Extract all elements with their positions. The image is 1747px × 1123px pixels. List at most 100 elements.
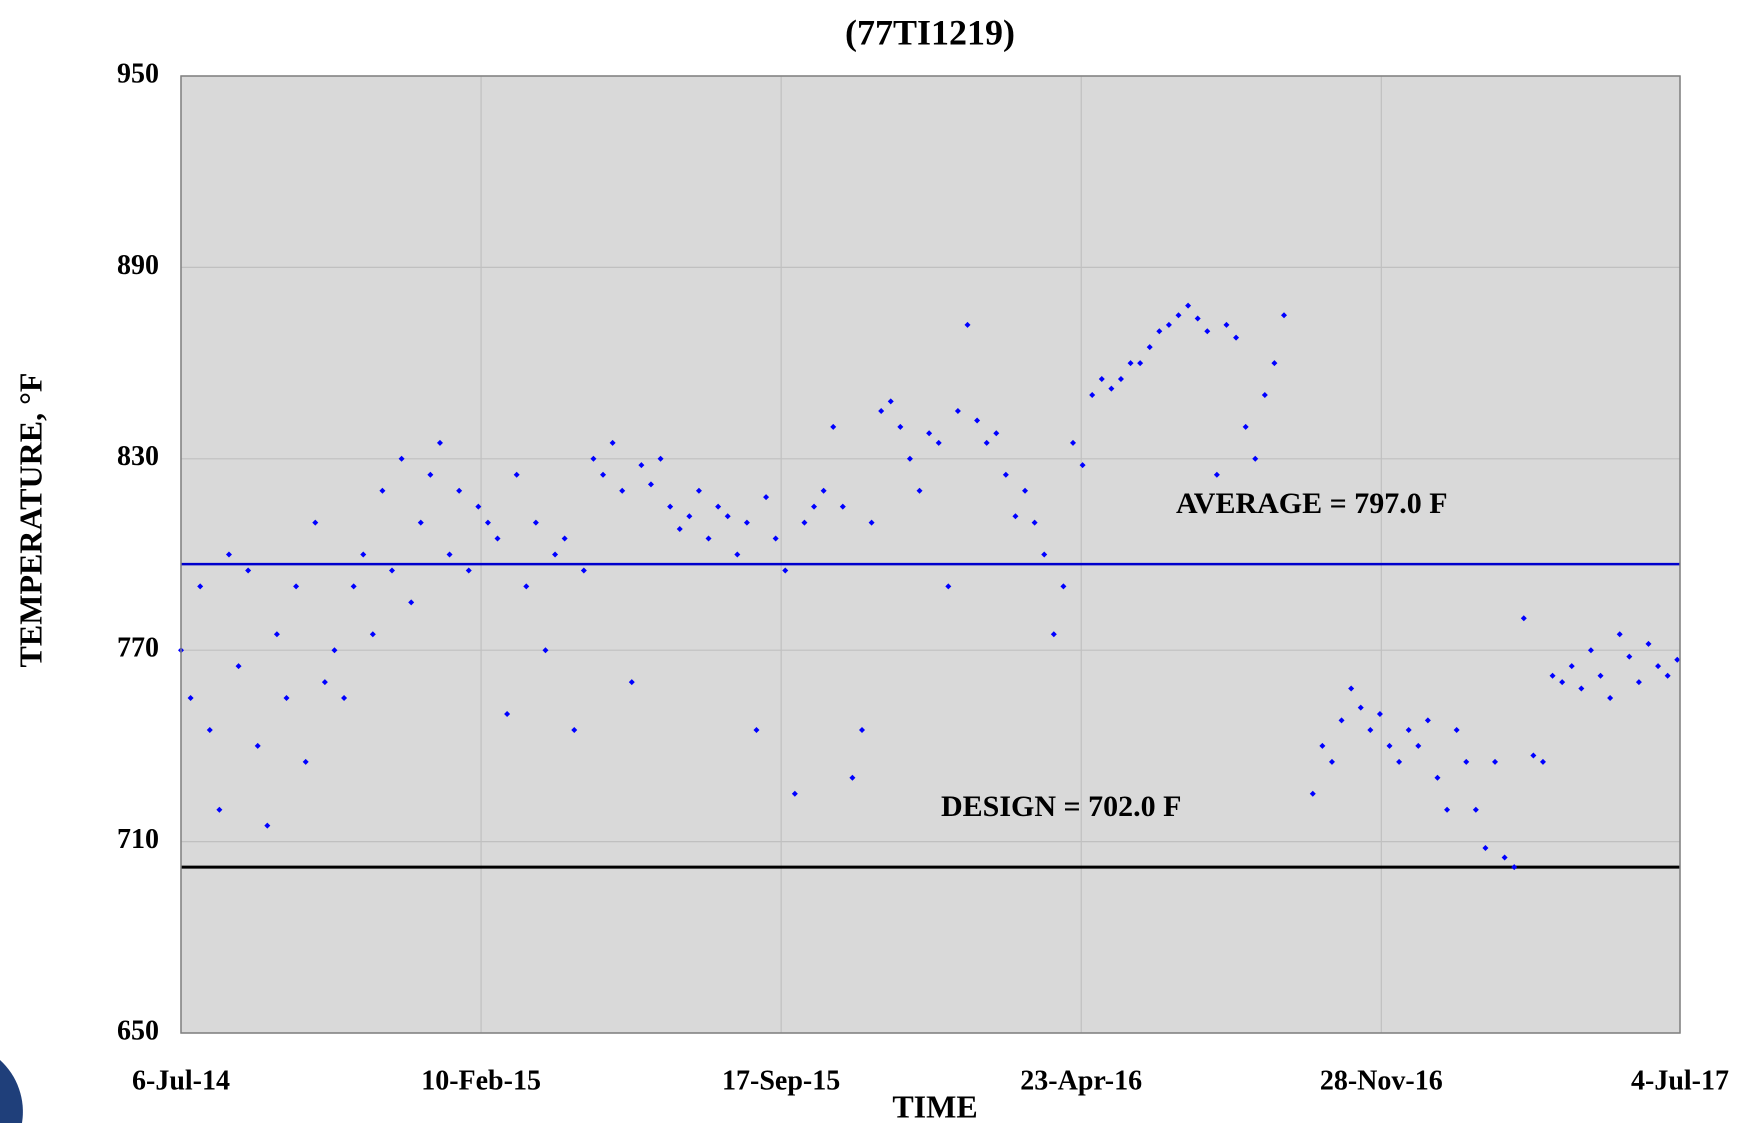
point <box>1424 717 1431 724</box>
point <box>1520 615 1527 622</box>
point <box>389 567 396 574</box>
point <box>1463 758 1470 765</box>
point <box>858 726 865 733</box>
point <box>1233 334 1240 341</box>
point <box>1501 854 1508 861</box>
point <box>427 471 434 478</box>
point <box>1281 312 1288 319</box>
point <box>504 711 511 717</box>
point <box>302 758 309 765</box>
reference-label: DESIGN = 702.0 F <box>941 790 1181 823</box>
point <box>753 726 760 733</box>
x-tick-label: 6-Jul-14 <box>132 1065 230 1096</box>
point <box>264 822 271 829</box>
point <box>1645 640 1652 647</box>
point <box>1396 758 1403 765</box>
point <box>878 407 885 414</box>
point <box>1213 471 1220 478</box>
point <box>1587 647 1594 654</box>
point <box>1309 790 1316 797</box>
point <box>1376 711 1383 717</box>
point <box>609 439 616 446</box>
point <box>1223 321 1230 328</box>
x-tick-label: 28-Nov-16 <box>1320 1065 1443 1096</box>
point <box>1137 360 1144 367</box>
chart-title: (77TI1219) <box>845 12 1015 52</box>
point <box>293 583 300 590</box>
point <box>1194 315 1201 322</box>
point <box>187 695 194 702</box>
point <box>1511 864 1518 871</box>
x-tick-label: 23-Apr-16 <box>1020 1065 1142 1096</box>
point <box>1079 462 1086 469</box>
point <box>513 471 520 478</box>
point <box>1549 672 1556 679</box>
plot-area <box>181 76 1680 1033</box>
point <box>561 535 568 542</box>
point <box>1108 385 1115 392</box>
point <box>552 551 559 558</box>
y-tick-label: 710 <box>117 824 159 855</box>
x-tick-label: 4-Jul-17 <box>1631 1065 1729 1096</box>
y-tick-label: 650 <box>117 1015 159 1046</box>
point <box>446 551 453 558</box>
point <box>868 519 875 526</box>
point <box>408 599 415 606</box>
point <box>475 503 482 510</box>
point <box>1559 679 1566 686</box>
point <box>417 519 424 526</box>
point <box>1664 672 1671 679</box>
point <box>1185 302 1192 309</box>
point <box>695 487 702 494</box>
point <box>1127 360 1134 367</box>
point <box>456 487 463 494</box>
point <box>1674 656 1681 663</box>
point <box>1386 742 1393 749</box>
point <box>360 551 367 558</box>
point <box>1482 844 1489 851</box>
point <box>1098 376 1105 383</box>
point <box>830 423 837 430</box>
point <box>1261 392 1268 398</box>
point <box>580 567 587 574</box>
point <box>1031 519 1038 526</box>
point <box>571 726 578 733</box>
point <box>763 494 770 501</box>
point <box>657 455 664 462</box>
x-axis-label: TIME <box>892 1088 977 1123</box>
point <box>1444 806 1451 813</box>
point <box>1002 471 1009 478</box>
point <box>1252 455 1259 462</box>
point <box>273 631 280 638</box>
point <box>590 455 597 462</box>
point <box>321 679 328 686</box>
point <box>772 535 779 542</box>
point <box>1060 583 1067 590</box>
y-tick-label: 950 <box>117 58 159 89</box>
point <box>331 647 338 654</box>
point <box>1492 758 1499 765</box>
point <box>1022 487 1029 494</box>
point <box>1348 685 1355 692</box>
point <box>542 647 549 654</box>
point <box>935 439 942 446</box>
point <box>197 583 204 590</box>
point <box>1367 726 1374 733</box>
point <box>983 439 990 446</box>
point <box>254 742 261 749</box>
point <box>532 519 539 526</box>
point <box>1655 663 1662 670</box>
point <box>369 631 376 638</box>
point <box>1635 679 1642 686</box>
point <box>1012 513 1019 520</box>
point <box>1405 726 1412 733</box>
point <box>1041 551 1048 558</box>
point <box>897 423 904 430</box>
point <box>1156 328 1163 335</box>
y-axis-label: TEMPERATURE, °F <box>12 373 48 668</box>
point <box>964 321 971 328</box>
point <box>1146 344 1153 351</box>
point <box>791 790 798 797</box>
